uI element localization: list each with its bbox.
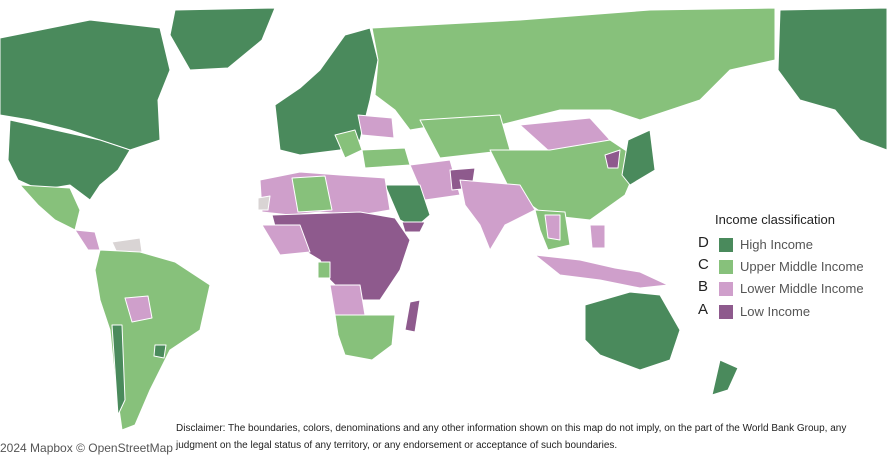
mapbox-attribution-link[interactable]: 2024 Mapbox (0, 441, 73, 455)
region-europe[interactable] (274, 27, 379, 156)
region-yemen[interactable] (401, 221, 426, 233)
legend-title: Income classification (715, 212, 835, 227)
legend-item[interactable]: A Low Income (694, 301, 884, 321)
region-south-asia[interactable] (459, 179, 536, 251)
legend-item-letter: B (698, 278, 709, 295)
legend-item[interactable]: C Upper Middle Income (694, 256, 884, 276)
region-western-sahara[interactable] (257, 195, 271, 211)
region-alaska[interactable] (777, 7, 887, 151)
legend-item[interactable]: D High Income (694, 234, 884, 254)
legend-item-letter: A (698, 301, 709, 318)
region-south-america[interactable] (94, 249, 211, 431)
region-new-zealand[interactable] (711, 359, 739, 396)
legend-item-letter: C (698, 256, 709, 273)
legend-item-label: Low Income (740, 304, 811, 319)
region-japan[interactable] (621, 129, 656, 186)
map-attribution: 2024 Mapbox © OpenStreetMap (0, 441, 173, 455)
region-turkey[interactable] (361, 147, 411, 169)
legend-item-swatch (719, 282, 733, 296)
region-russia[interactable] (371, 7, 776, 131)
region-chile[interactable] (111, 324, 126, 416)
region-central-america[interactable] (74, 229, 101, 251)
legend-item-swatch (719, 260, 733, 274)
region-angola[interactable] (329, 284, 366, 316)
openstreetmap-attribution-link[interactable]: © OpenStreetMap (76, 441, 173, 455)
region-mexico[interactable] (19, 184, 81, 231)
region-north-korea[interactable] (604, 149, 621, 169)
region-australia[interactable] (584, 291, 681, 371)
region-southern-africa[interactable] (334, 314, 396, 361)
region-uruguay[interactable] (153, 344, 167, 359)
legend-item-label: Upper Middle Income (740, 259, 864, 274)
region-gabon[interactable] (317, 261, 331, 279)
region-west-africa[interactable] (261, 224, 311, 256)
region-philippines[interactable] (589, 224, 606, 249)
disclaimer-text: Disclaimer: The boundaries, colors, deno… (176, 423, 847, 451)
region-greenland[interactable] (169, 7, 276, 71)
region-ukraine[interactable] (357, 114, 395, 139)
region-madagascar[interactable] (404, 299, 421, 333)
legend-item-letter: D (698, 234, 709, 251)
region-algeria[interactable] (291, 175, 333, 213)
legend-item[interactable]: B Lower Middle Income (694, 278, 884, 298)
legend-item-swatch (719, 305, 733, 319)
region-bolivia[interactable] (124, 295, 153, 323)
legend-item-label: High Income (740, 237, 813, 252)
region-united-states[interactable] (7, 119, 131, 201)
region-canada[interactable] (0, 19, 171, 151)
legend-item-label: Lower Middle Income (740, 281, 864, 296)
region-indonesia[interactable] (534, 254, 669, 289)
region-myanmar[interactable] (544, 214, 561, 241)
legend-item-swatch (719, 238, 733, 252)
